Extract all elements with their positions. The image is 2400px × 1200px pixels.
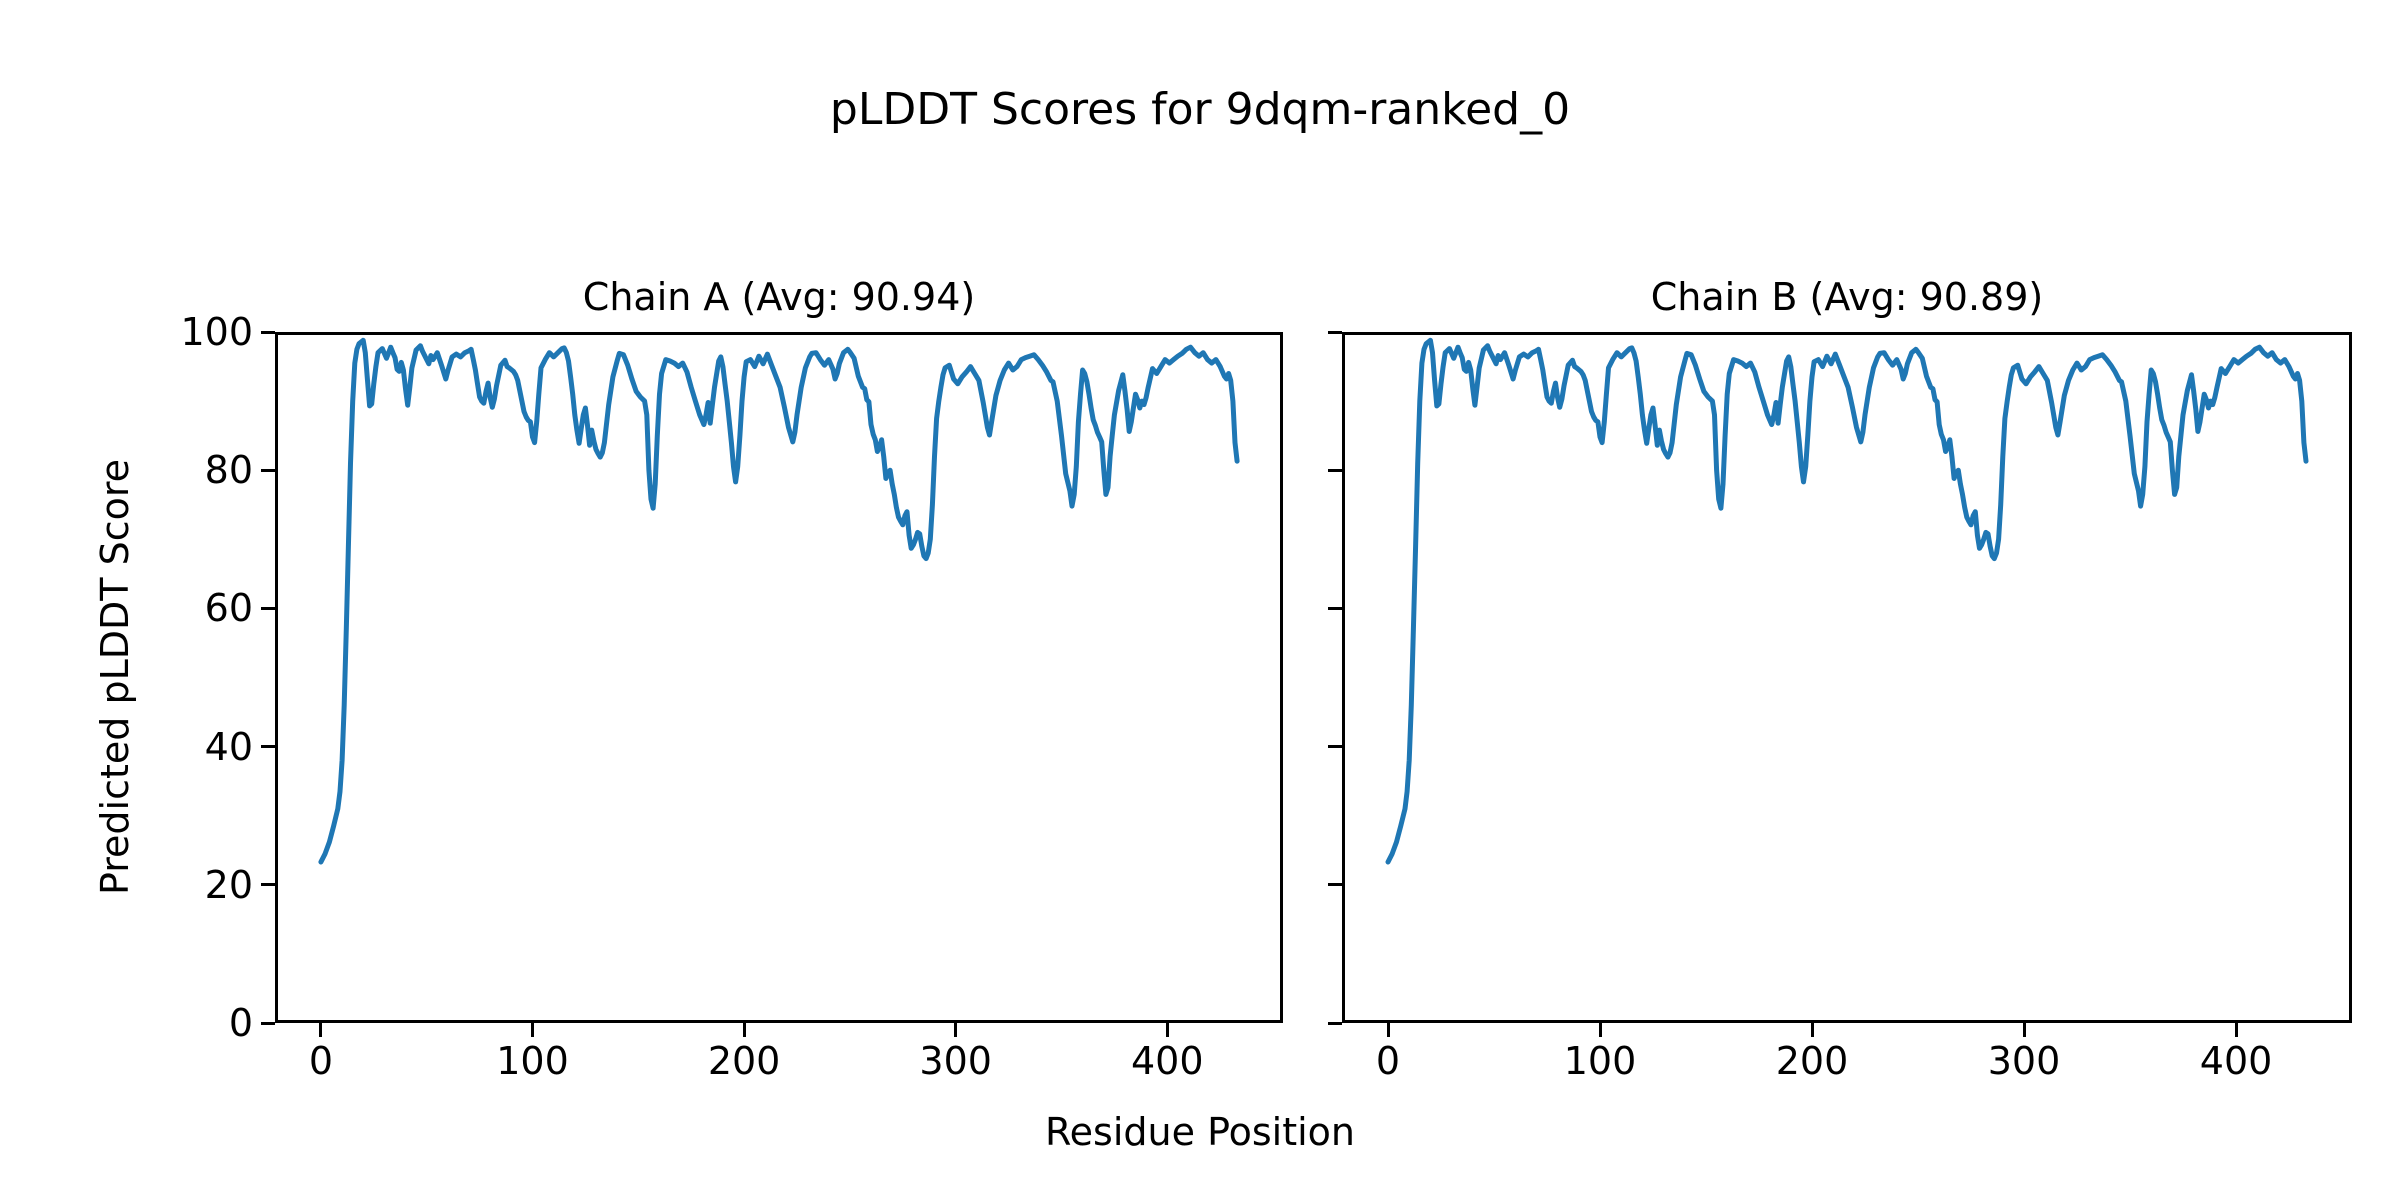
chain-a-x-tick-label: 100 bbox=[496, 1039, 569, 1083]
chain-a-y-tick-label: 40 bbox=[204, 724, 253, 769]
y-axis-label: Predicted pLDDT Score bbox=[93, 459, 137, 895]
chain-b-x-tick-label: 0 bbox=[1375, 1039, 1401, 1083]
chain-a-y-tick-label: 60 bbox=[204, 586, 253, 631]
chain-a-y-tick-mark bbox=[261, 606, 275, 610]
chain-b-x-tick-label: 200 bbox=[1775, 1039, 1849, 1083]
chain-a-x-tick-label: 0 bbox=[308, 1039, 333, 1083]
x-axis-label: Residue Position bbox=[1044, 1110, 1356, 1154]
chain-a-y-tick-label: 0 bbox=[228, 1001, 253, 1045]
chain-a-x-tick-mark bbox=[742, 1023, 746, 1037]
chain-a-x-tick-label: 400 bbox=[1130, 1039, 1204, 1083]
chain-b-x-tick-mark bbox=[2234, 1023, 2238, 1037]
chain-b-x-tick-mark bbox=[1598, 1023, 1602, 1037]
chain-a-y-tick-label: 80 bbox=[204, 448, 253, 493]
chain-b-x-tick-label: 300 bbox=[1987, 1039, 2061, 1083]
chain-b-x-tick-mark bbox=[2022, 1023, 2026, 1037]
chain-b-subplot-title: Chain B (Avg: 90.89) bbox=[1650, 275, 2044, 319]
chain-a-x-tick-label: 300 bbox=[919, 1039, 992, 1083]
chain-b-x-tick-label: 400 bbox=[2199, 1039, 2273, 1083]
chain-b-y-tick-mark bbox=[1328, 330, 1342, 334]
chain-a-y-tick-label: 100 bbox=[180, 310, 253, 354]
chain-b-plot-area bbox=[1342, 332, 2352, 1023]
chain-b-x-tick-mark bbox=[1810, 1023, 1814, 1037]
chain-b-y-tick-mark bbox=[1328, 1021, 1342, 1025]
chain-a-y-tick-label: 20 bbox=[204, 862, 253, 907]
chain-a-x-tick-mark bbox=[319, 1023, 323, 1037]
chain-b-y-tick-mark bbox=[1328, 468, 1342, 472]
chain-b-y-tick-mark bbox=[1328, 883, 1342, 887]
chain-a-plddt-trace bbox=[318, 337, 1240, 865]
chain-b-y-tick-mark bbox=[1328, 606, 1342, 610]
chain-b-trace-canvas bbox=[1385, 337, 2309, 865]
chain-a-y-tick-mark bbox=[261, 468, 275, 472]
chain-a-x-tick-mark bbox=[954, 1023, 958, 1037]
chain-a-y-tick-mark bbox=[261, 330, 275, 334]
chain-a-y-tick-mark bbox=[261, 745, 275, 749]
chain-a-x-tick-label: 200 bbox=[707, 1039, 781, 1083]
chain-b-plddt-trace bbox=[1385, 337, 2309, 865]
chain-b-y-tick-mark bbox=[1328, 745, 1342, 749]
chain-a-y-tick-mark bbox=[261, 1021, 275, 1025]
chain-a-plot-area bbox=[275, 332, 1283, 1023]
chain-b-x-tick-label: 100 bbox=[1563, 1039, 1637, 1083]
chain-b-x-tick-mark bbox=[1386, 1023, 1390, 1037]
chain-a-y-tick-mark bbox=[261, 883, 275, 887]
chain-a-x-tick-mark bbox=[531, 1023, 534, 1037]
chain-a-trace-canvas bbox=[318, 337, 1240, 865]
chain-a-subplot-title: Chain A (Avg: 90.94) bbox=[582, 275, 976, 319]
chain-a-x-tick-mark bbox=[1165, 1023, 1169, 1037]
figure-title: pLDDT Scores for 9dqm-ranked_0 bbox=[829, 84, 1571, 135]
